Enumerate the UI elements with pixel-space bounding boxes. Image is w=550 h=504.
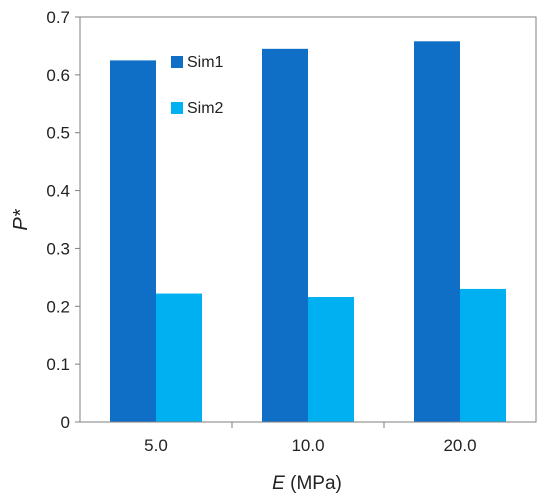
bar-sim2-20.0 — [460, 288, 506, 422]
y-tick-label: 0.7 — [46, 8, 70, 27]
y-tick-label: 0.4 — [46, 182, 70, 201]
x-axis-label-unit: (MPa) — [285, 473, 342, 494]
y-tick-label: 0.5 — [46, 124, 70, 143]
legend-swatch-sim2 — [171, 102, 183, 114]
x-tick-label: 5.0 — [144, 436, 168, 455]
legend-label-sim2: Sim2 — [187, 100, 224, 117]
x-axis-label: E (MPa) — [272, 473, 342, 494]
bar-sim1-10.0 — [262, 48, 308, 422]
bar-sim2-5.0 — [156, 293, 202, 422]
legend-label-sim1: Sim1 — [187, 54, 224, 71]
y-tick-label: 0.3 — [46, 239, 70, 258]
bar-sim1-5.0 — [110, 60, 156, 423]
x-tick-label: 10.0 — [291, 436, 324, 455]
y-axis-label: P* — [10, 208, 32, 230]
y-tick-label: 0 — [61, 413, 70, 432]
legend: Sim1 Sim2 — [171, 54, 224, 117]
x-tick-label: 20.0 — [443, 436, 476, 455]
legend-swatch-sim1 — [171, 56, 183, 68]
y-tick-label: 0.1 — [46, 355, 70, 374]
axes-layer: 0 0.1 0.2 0.3 0.4 0.5 0.6 0.7 5.0 10.0 20.0 — [46, 8, 536, 455]
y-tick-label: 0.6 — [46, 66, 70, 85]
x-axis-label-symbol: E — [272, 473, 285, 494]
bar-sim1-20.0 — [414, 41, 460, 423]
bar-sim2-10.0 — [308, 297, 354, 422]
y-tick-label: 0.2 — [46, 297, 70, 316]
bars-layer — [110, 41, 506, 423]
